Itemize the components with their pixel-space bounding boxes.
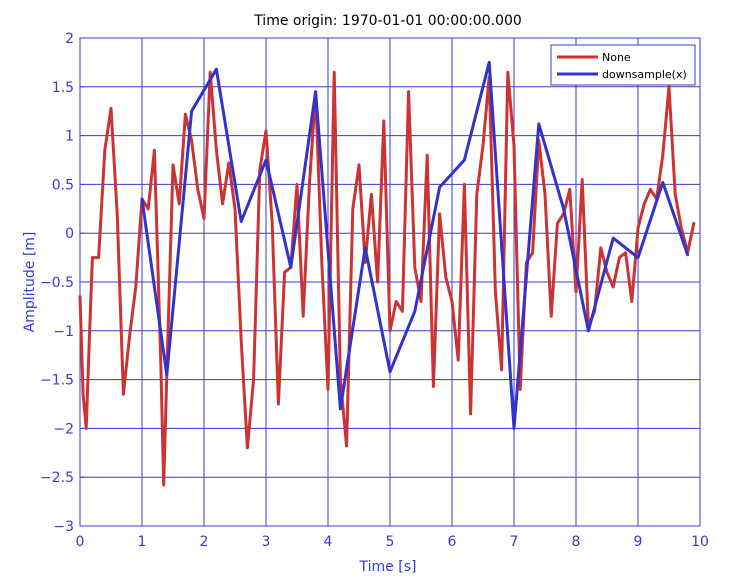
series-lines [78,60,696,487]
x-tick-label: 8 [572,534,581,550]
axis-ticks: 0 1 2 3 4 5 6 7 8 9 10 −3 −2.5 −2 −1.5 −1 −0.5 0 0.5 1 1.5 2 [40,31,709,550]
x-tick-label: 10 [691,534,709,550]
x-tick-label: 5 [386,534,395,550]
chart-title: Time origin: 1970-01-01 00:00:00.000 [253,13,522,29]
y-tick-label: −0.5 [40,275,74,291]
y-tick-label: −1 [53,324,74,340]
x-axis-label: Time [s] [359,559,417,575]
legend-box [550,44,696,86]
y-tick-label: −1.5 [40,373,74,389]
x-tick-label: 2 [200,534,209,550]
y-axis-label: Amplitude [m] [22,232,38,333]
y-tick-label: 2 [65,31,74,47]
y-tick-label: 0 [65,226,74,242]
x-tick-label: 1 [138,534,147,550]
x-tick-label: 9 [634,534,643,550]
legend: None downsample(x) [550,44,696,86]
x-tick-label: 3 [262,534,271,550]
y-tick-label: −3 [53,519,74,535]
y-tick-label: −2 [53,421,74,437]
y-tick-label: 1 [65,129,74,145]
legend-label-downsample: downsample(x) [602,68,687,81]
x-tick-label: 0 [76,534,85,550]
legend-label-none: None [602,51,631,64]
y-tick-label: −2.5 [40,470,74,486]
x-tick-label: 6 [448,534,457,550]
y-tick-label: 0.5 [52,177,74,193]
grid [80,38,700,526]
series-line-downsample [140,60,690,430]
y-tick-label: 1.5 [52,80,74,96]
x-tick-label: 7 [510,534,519,550]
x-tick-label: 4 [324,534,333,550]
